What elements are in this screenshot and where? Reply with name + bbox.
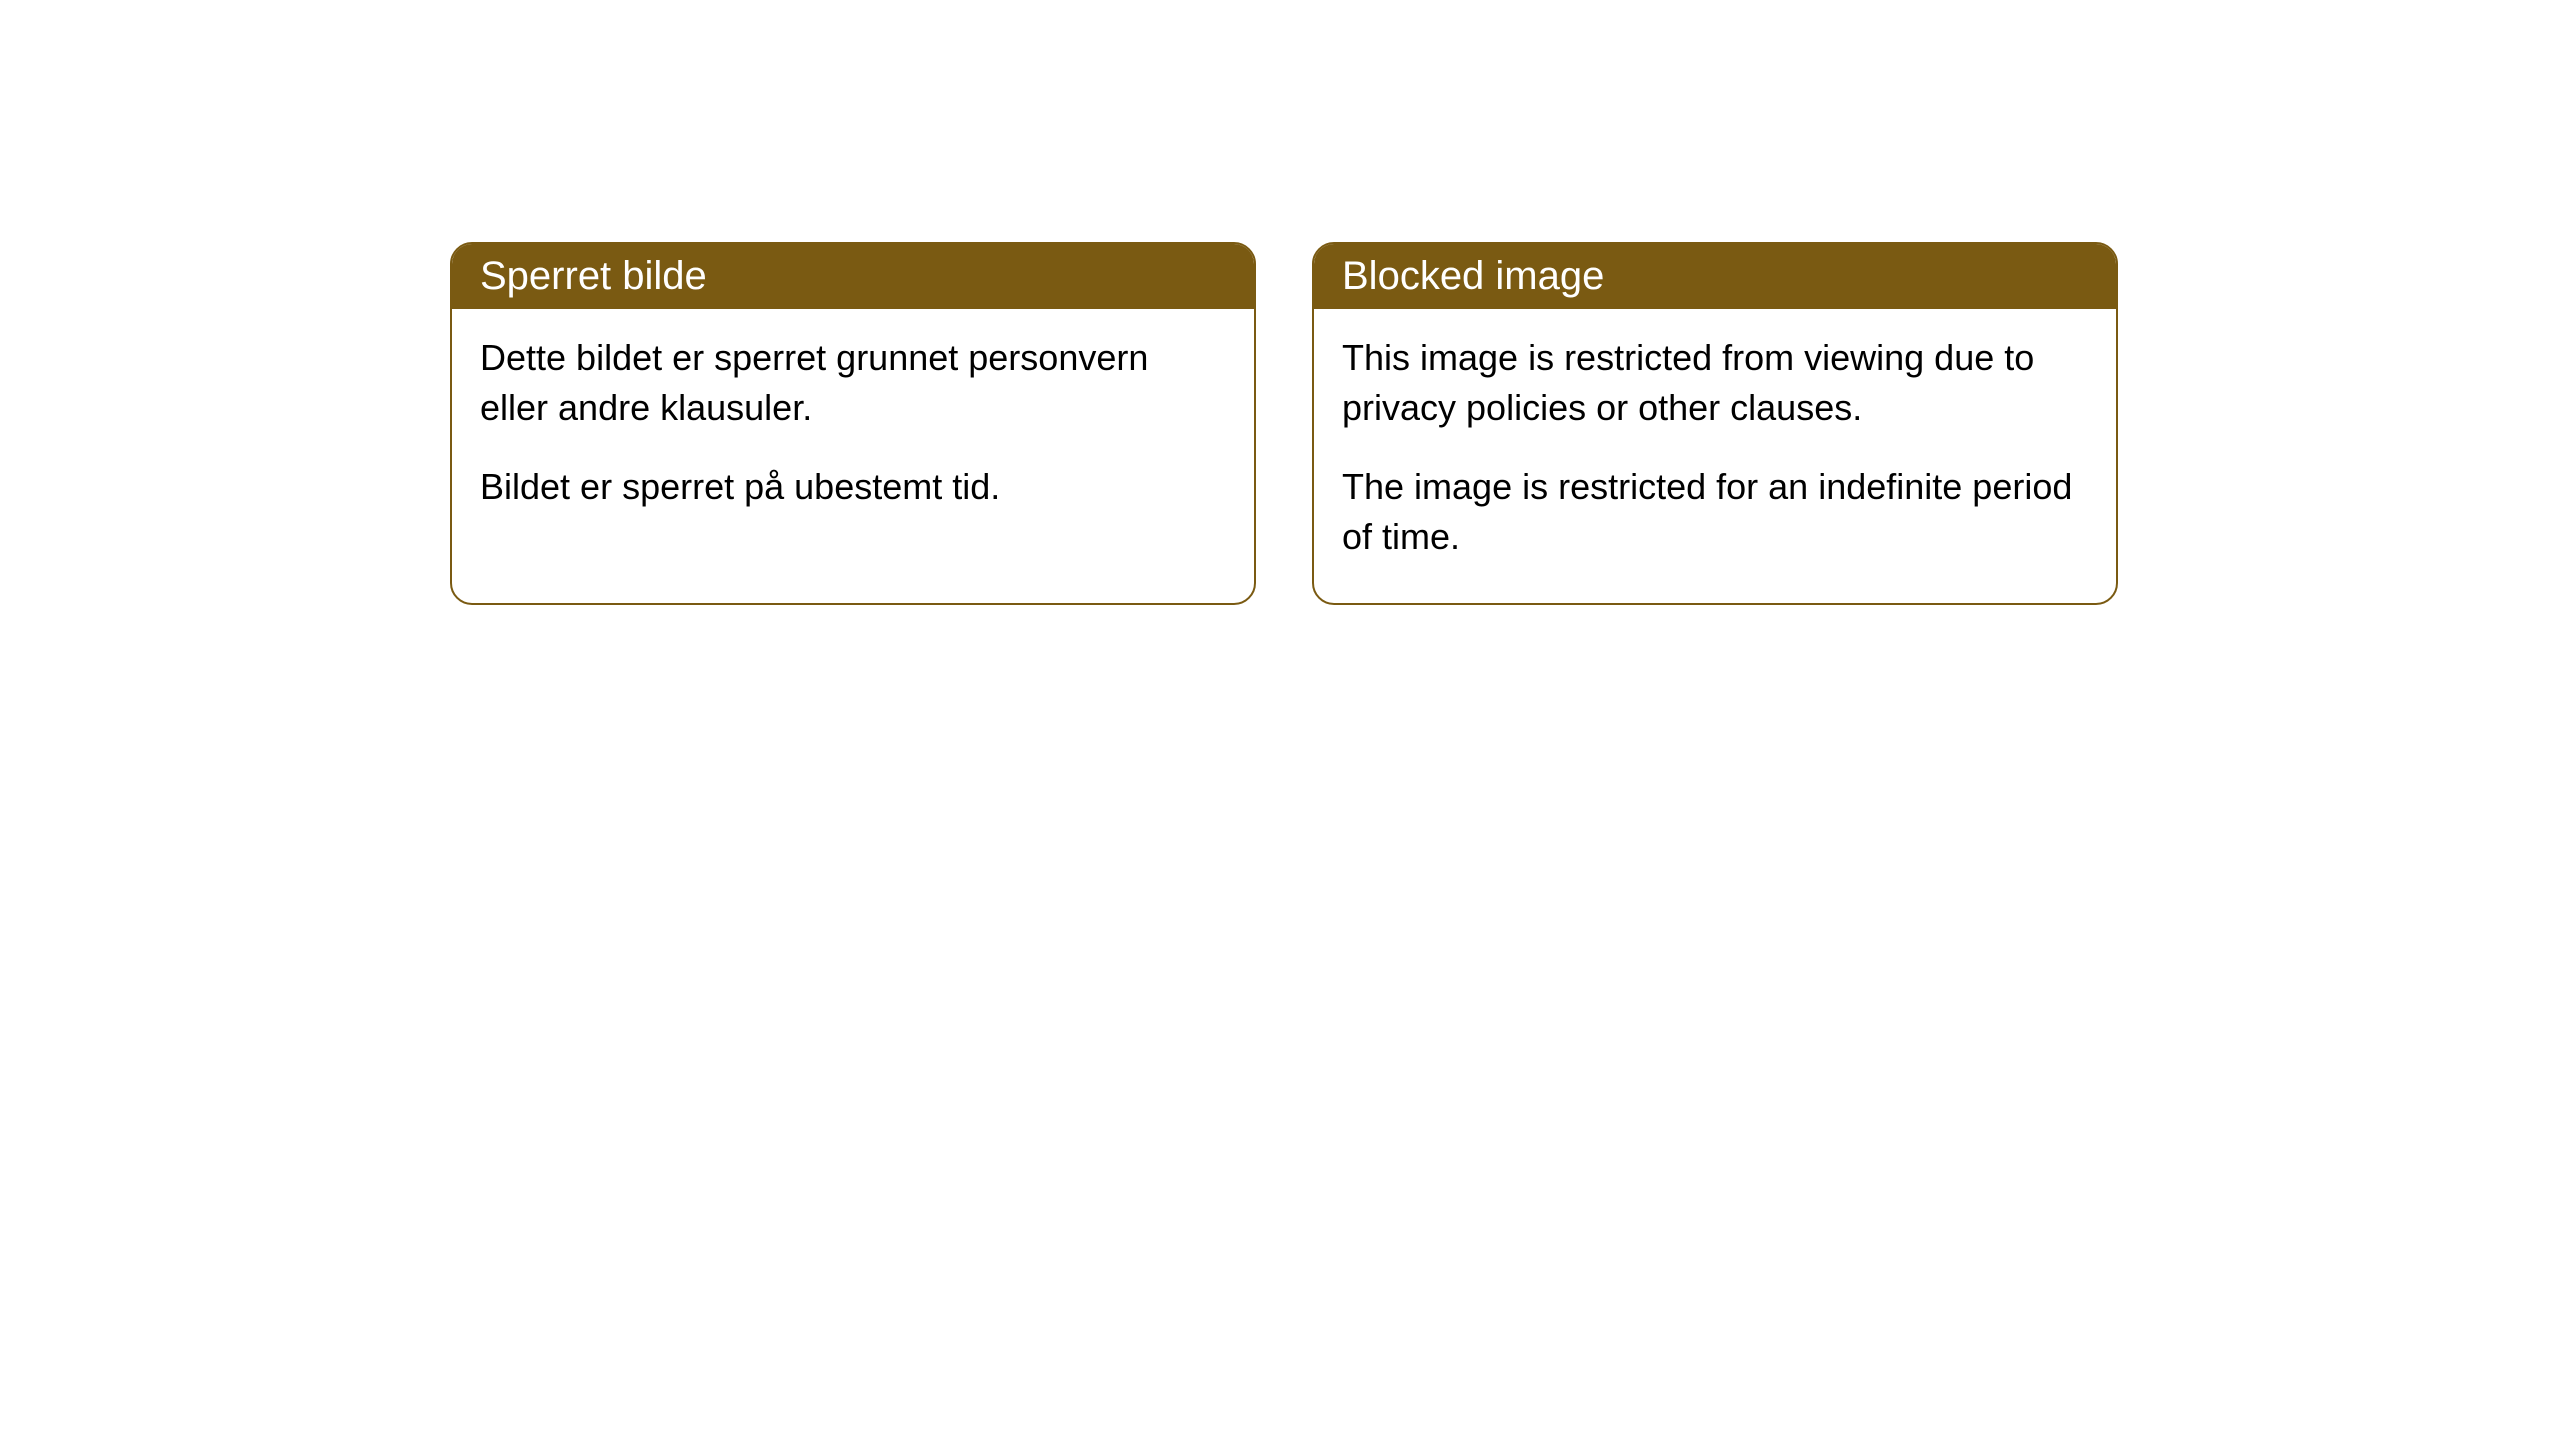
card-paragraph: The image is restricted for an indefinit… <box>1342 462 2088 563</box>
notice-card-english: Blocked image This image is restricted f… <box>1312 242 2118 605</box>
card-header: Blocked image <box>1314 244 2116 309</box>
card-body: Dette bildet er sperret grunnet personve… <box>452 309 1254 552</box>
card-header: Sperret bilde <box>452 244 1254 309</box>
card-paragraph: Bildet er sperret på ubestemt tid. <box>480 462 1226 512</box>
card-paragraph: This image is restricted from viewing du… <box>1342 333 2088 434</box>
notice-card-norwegian: Sperret bilde Dette bildet er sperret gr… <box>450 242 1256 605</box>
card-title: Sperret bilde <box>480 254 707 298</box>
card-body: This image is restricted from viewing du… <box>1314 309 2116 603</box>
card-title: Blocked image <box>1342 254 1604 298</box>
card-paragraph: Dette bildet er sperret grunnet personve… <box>480 333 1226 434</box>
notice-cards-container: Sperret bilde Dette bildet er sperret gr… <box>450 242 2118 605</box>
